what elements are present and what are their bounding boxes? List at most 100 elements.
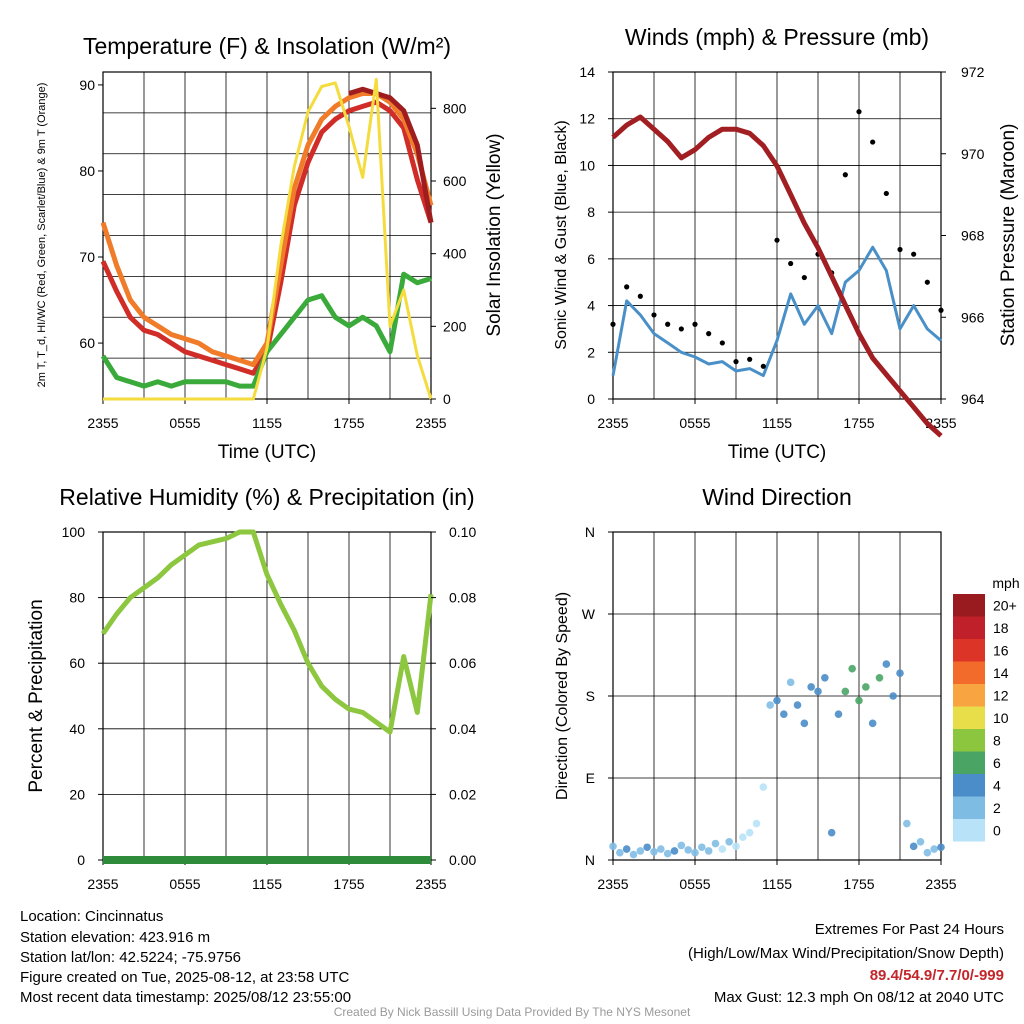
y-tick-label: 10 — [579, 157, 595, 173]
gust-point — [706, 331, 712, 337]
colorbar-label: 18 — [993, 620, 1009, 636]
y2-tick-label: 0.02 — [449, 786, 476, 802]
colorbar-swatch — [953, 684, 985, 707]
y-tick-label: N — [585, 524, 595, 540]
gust-point — [678, 326, 684, 332]
direction-point — [745, 828, 754, 837]
direction-point — [807, 683, 815, 691]
gust-point — [774, 237, 780, 243]
direction-point — [609, 842, 617, 851]
direction-point — [677, 841, 686, 850]
x-axis-label: Time (UTC) — [728, 442, 827, 463]
y2-tick-label: 200 — [443, 318, 467, 334]
y-axis-label: Sonic Wind & Gust (Blue, Black) — [553, 120, 570, 349]
footer-timestamp: Most recent data timestamp: 2025/08/12 2… — [20, 989, 352, 1006]
y2-tick-label: 600 — [443, 173, 467, 189]
y2-tick-label: 0.06 — [449, 655, 476, 671]
direction-point — [773, 696, 781, 705]
direction-point — [875, 673, 884, 682]
direction-point — [868, 719, 877, 728]
direction-point — [889, 692, 897, 700]
y-tick-label: W — [582, 606, 596, 622]
panel-title: Winds (mph) & Pressure (mb) — [625, 24, 929, 50]
gust-point — [883, 190, 889, 197]
gust-point — [760, 363, 766, 369]
y-tick-label: 60 — [79, 335, 95, 351]
direction-point — [622, 845, 631, 853]
gust-point — [938, 307, 944, 313]
y-tick-label: 2 — [587, 344, 595, 360]
direction-point — [698, 843, 706, 852]
y2-tick-label: 0 — [443, 391, 451, 407]
x-tick-label: 1755 — [333, 876, 364, 892]
direction-point — [903, 819, 911, 828]
x-tick-label: 0555 — [679, 876, 710, 892]
x-tick-label: 2355 — [415, 876, 446, 892]
x-tick-label: 1155 — [252, 415, 282, 431]
panel-title: Wind Direction — [702, 484, 852, 510]
gust-point — [870, 139, 876, 145]
y-tick-label: 6 — [587, 251, 595, 267]
direction-point — [657, 845, 665, 853]
y-tick-label: 14 — [579, 64, 595, 80]
direction-point — [855, 696, 863, 705]
direction-point — [800, 719, 809, 728]
gust-point — [788, 260, 794, 267]
y2-tick-label: 800 — [443, 100, 467, 116]
y2-tick-label: 400 — [443, 246, 467, 262]
y-tick-label: N — [585, 852, 595, 868]
meteogram-figure: 2355 0555 1155 1755 235560708090020040060080… — [26, 24, 1020, 892]
x-tick-label: 1155 — [762, 876, 792, 892]
x-tick-label: 0555 — [169, 415, 200, 431]
extremes-title: Extremes For Past 24 Hours — [814, 921, 1004, 938]
direction-point — [827, 828, 836, 837]
y-tick-label: 0 — [77, 852, 85, 868]
colorbar-label: 0 — [993, 822, 1001, 838]
gust-point — [624, 284, 630, 290]
direction-point — [691, 848, 699, 857]
x-tick-label: 1755 — [843, 876, 874, 892]
temperature-line-2 — [348, 86, 434, 224]
direction-point — [684, 846, 692, 854]
colorbar-swatch — [953, 706, 985, 729]
x-axis-label: Time (UTC) — [218, 442, 317, 463]
colorbar-swatch — [953, 819, 985, 842]
x-tick-label: 0555 — [679, 415, 710, 431]
y-tick-label: 80 — [69, 590, 85, 606]
y-tick-label: 0 — [587, 391, 595, 407]
y-tick-label: E — [586, 770, 595, 786]
credit-line: Created By Nick Bassill Using Data Provi… — [333, 1005, 691, 1019]
direction-point — [896, 669, 904, 678]
direction-point — [848, 664, 856, 673]
direction-point — [616, 848, 624, 857]
pressure-line — [611, 114, 943, 438]
extremes-subtitle: (High/Low/Max Wind/Precipitation/Snow De… — [688, 945, 1004, 962]
direction-point — [766, 701, 774, 709]
colorbar-label: 12 — [993, 687, 1009, 703]
direction-point — [882, 660, 891, 668]
direction-point — [636, 847, 645, 855]
y-tick-label: 70 — [79, 249, 95, 265]
y2-tick-label: 964 — [961, 391, 985, 407]
direction-point — [862, 683, 870, 691]
y-tick-label: 4 — [587, 298, 595, 314]
gust-point — [610, 321, 616, 327]
direction-point — [909, 842, 918, 851]
direction-point — [821, 673, 829, 682]
x-tick-label: 2355 — [87, 415, 118, 431]
gust-point — [924, 279, 930, 285]
colorbar-label: 8 — [993, 732, 1001, 748]
x-tick-label: 1755 — [333, 415, 364, 431]
colorbar-swatch — [953, 594, 985, 617]
direction-point — [643, 843, 651, 852]
y-tick-label: 60 — [69, 655, 85, 671]
gust-point — [719, 340, 725, 346]
x-tick-label: 0555 — [169, 876, 200, 892]
y2-axis-label: Solar Insolation (Yellow) — [484, 133, 505, 336]
y2-tick-label: 0.00 — [449, 852, 476, 868]
humidity-line — [100, 529, 434, 735]
direction-point — [718, 845, 727, 853]
y2-tick-label: 968 — [961, 228, 985, 244]
y2-tick-label: 972 — [961, 64, 985, 80]
direction-point — [629, 850, 638, 859]
